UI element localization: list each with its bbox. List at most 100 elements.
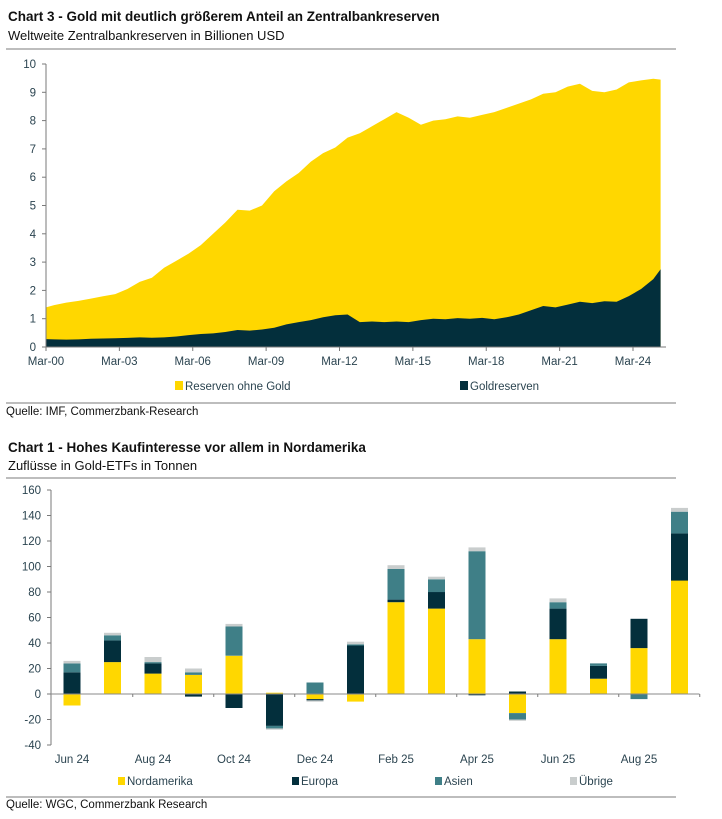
y-tick-label: 0 xyxy=(30,342,36,354)
bar-asien xyxy=(266,725,283,729)
chart3-bottom-divider xyxy=(6,402,676,404)
y-tick-label: 8 xyxy=(30,116,36,128)
bar-uebrige xyxy=(347,641,364,645)
bar-europa xyxy=(387,599,405,603)
y-tick-label: 6 xyxy=(30,172,36,184)
legend-label-europa: Europa xyxy=(301,776,339,788)
chart3-axes: 0 1 2 3 4 5 6 7 8 9 10 Mar-00 Mar-03 Mar-06 Mar-09 Mar-… xyxy=(23,59,666,368)
chart1-top-divider xyxy=(6,477,676,479)
bar-asien xyxy=(387,569,405,600)
x-tick-label: Aug 24 xyxy=(135,754,172,766)
x-tick-label: Dec 24 xyxy=(297,754,334,766)
bar-asien xyxy=(63,663,81,673)
chart3-area-chart: 0 1 2 3 4 5 6 7 8 9 10 Mar-00 Mar-03 Mar-06 Mar-09 Mar-… xyxy=(23,59,666,393)
bar-uebrige xyxy=(509,719,526,721)
bar-uebrige xyxy=(428,576,445,580)
x-tick-label: Mar-15 xyxy=(395,356,431,368)
bar-uebrige xyxy=(387,565,405,569)
bar-asien xyxy=(630,694,648,700)
legend-swatch-europa xyxy=(292,777,299,785)
legend-label-reserven-ohne-gold: Reserven ohne Gold xyxy=(185,381,290,393)
bar-europa xyxy=(590,665,607,679)
bar-stack-sep-25 xyxy=(671,507,688,694)
bar-europa xyxy=(509,691,526,694)
bar-nordamerika xyxy=(468,639,486,694)
bar-stack-may-25 xyxy=(509,691,526,721)
bar-europa xyxy=(630,618,648,649)
legend-label-goldreserven: Goldreserven xyxy=(470,381,539,393)
bar-uebrige xyxy=(185,668,202,673)
bar-europa xyxy=(63,672,81,694)
y-tick-label: 2 xyxy=(30,285,36,297)
x-tick-label: Mar-09 xyxy=(248,356,284,368)
legend-swatch-nordamerika xyxy=(118,777,125,785)
bar-nordamerika xyxy=(590,678,607,694)
legend-swatch-goldreserven xyxy=(460,381,468,390)
x-tick-label: Mar-12 xyxy=(321,356,357,368)
chart1-legend: Nordamerika Europa Asien Übrige xyxy=(118,776,613,788)
y-tick-label: 140 xyxy=(22,511,41,523)
bar-asien xyxy=(104,635,121,641)
y-tick-label: 60 xyxy=(28,613,41,625)
y-tick-label: 7 xyxy=(30,144,36,156)
bar-stack-jul-25 xyxy=(590,663,607,694)
bar-nordamerika xyxy=(266,692,283,694)
x-tick-label: Mar-18 xyxy=(468,356,504,368)
chart3-subtitle: Weltweite Zentralbankreserven in Billion… xyxy=(8,28,285,43)
chart3-source: Quelle: IMF, Commerzbank-Research xyxy=(6,406,199,418)
bar-nordamerika xyxy=(185,674,202,694)
y-tick-label: 0 xyxy=(35,689,41,701)
bar-uebrige xyxy=(306,700,324,702)
bar-asien xyxy=(347,644,364,646)
x-tick-label: Feb 25 xyxy=(378,754,414,766)
bar-uebrige xyxy=(63,660,81,664)
bar-uebrige xyxy=(468,547,486,552)
chart1-bottom-divider xyxy=(6,796,676,798)
bar-nordamerika xyxy=(630,648,648,694)
bar-europa xyxy=(671,533,688,581)
bar-stack-nov-24 xyxy=(266,692,283,730)
legend-label-uebrige: Übrige xyxy=(579,776,613,788)
bar-nordamerika xyxy=(549,639,567,694)
bar-europa xyxy=(185,694,202,697)
x-tick-label: Mar-24 xyxy=(615,356,652,368)
y-tick-label: 120 xyxy=(22,536,41,548)
bar-asien xyxy=(306,682,324,694)
x-tick-label: Mar-06 xyxy=(175,356,211,368)
bar-nordamerika xyxy=(347,694,364,702)
bar-nordamerika xyxy=(306,694,324,700)
bar-stack-aug-24 xyxy=(144,657,162,694)
legend-label-asien: Asien xyxy=(444,776,473,788)
bar-asien xyxy=(225,626,243,656)
bar-asien xyxy=(549,602,567,609)
chart1-axes: -40 -20 0 20 40 60 80 100 120 140 160 Jun 24 Aug 24 O… xyxy=(22,485,701,766)
legend-swatch-uebrige xyxy=(570,777,577,785)
y-tick-label: 40 xyxy=(28,638,41,650)
bar-europa xyxy=(428,592,445,609)
chart3-title: Chart 3 - Gold mit deutlich größerem Ant… xyxy=(8,9,440,24)
y-tick-label: 9 xyxy=(30,87,36,99)
bar-stack-oct-24 xyxy=(225,623,243,708)
bar-europa xyxy=(468,694,486,696)
y-tick-label: -40 xyxy=(24,740,41,752)
bar-europa xyxy=(266,694,283,726)
bar-stack-mar-25 xyxy=(428,576,445,694)
bar-asien xyxy=(590,663,607,666)
chart3-plot-area xyxy=(46,78,661,347)
y-tick-label: 10 xyxy=(23,59,36,71)
y-tick-label: 160 xyxy=(22,485,41,497)
area-reserven-ohne-gold xyxy=(46,78,661,347)
chart1-subtitle: Zuflüsse in Gold-ETFs in Tonnen xyxy=(8,458,198,473)
bar-europa xyxy=(549,608,567,640)
bar-stack-sep-24 xyxy=(185,668,202,697)
bar-europa xyxy=(144,663,162,674)
x-tick-label: Jun 24 xyxy=(55,754,90,766)
legend-label-nordamerika: Nordamerika xyxy=(127,776,193,788)
bar-asien xyxy=(428,579,445,593)
bar-europa xyxy=(104,640,121,663)
bar-europa xyxy=(306,699,324,701)
x-tick-label: Mar-21 xyxy=(541,356,577,368)
bar-stack-feb-25 xyxy=(387,565,405,694)
y-tick-label: 100 xyxy=(22,562,41,574)
legend-swatch-reserven-ohne-gold xyxy=(175,381,183,390)
